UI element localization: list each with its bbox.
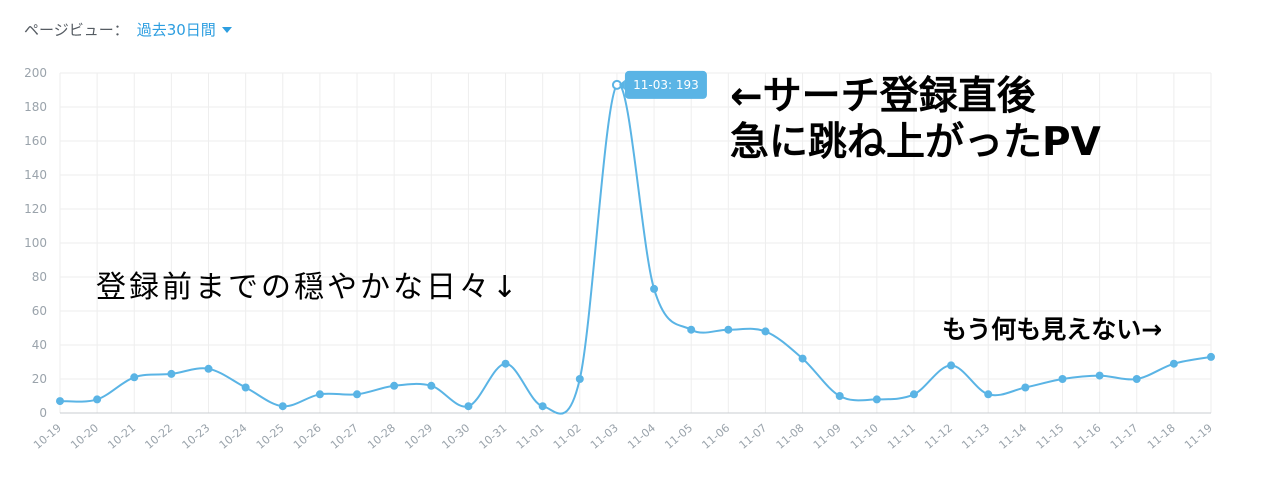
data-point: [427, 381, 436, 390]
x-tick-label: 10-20: [68, 421, 101, 452]
y-tick-label: 120: [24, 202, 47, 216]
x-tick-label: 11-09: [811, 421, 844, 452]
x-tick-label: 11-12: [922, 421, 955, 452]
x-tick-label: 10-24: [217, 421, 250, 452]
data-point: [390, 381, 399, 390]
data-point: [1021, 383, 1030, 392]
data-point: [93, 395, 102, 404]
after-annotation: もう何も見えない→: [942, 315, 1163, 344]
data-point: [1058, 375, 1067, 383]
data-point: [353, 390, 362, 399]
y-tick-label: 20: [32, 372, 47, 386]
x-tick-label: 10-29: [402, 421, 435, 452]
y-tick-label: 100: [24, 236, 47, 250]
x-tick-label: 11-08: [774, 421, 807, 452]
x-tick-label: 11-02: [551, 421, 584, 452]
x-tick-label: 11-05: [662, 421, 695, 452]
x-tick-label: 11-03: [588, 421, 621, 452]
data-point: [724, 325, 733, 334]
y-tick-label: 0: [39, 406, 47, 420]
data-point: [1169, 359, 1178, 368]
x-tick-label: 11-07: [737, 421, 770, 452]
x-tick-label: 10-28: [365, 421, 398, 452]
spike-annotation-line2: 急に跳ね上がったPV: [730, 120, 1101, 165]
data-point: [1095, 371, 1104, 380]
data-point: [835, 392, 844, 400]
x-tick-label: 11-06: [699, 421, 732, 452]
spike-annotation: ←サーチ登録直後 急に跳ね上がったPV: [730, 74, 1101, 166]
data-point: [798, 354, 807, 363]
data-point: [130, 373, 139, 382]
range-dropdown[interactable]: 過去30日間: [137, 19, 232, 40]
pageview-header: ページビュー： 過去30日間: [24, 19, 232, 40]
x-tick-label: 11-19: [1182, 421, 1215, 452]
data-point: [1132, 375, 1141, 383]
data-point: [56, 397, 64, 406]
y-tick-label: 60: [32, 304, 47, 318]
data-point: [278, 402, 287, 411]
data-point: [315, 390, 324, 399]
data-point: [167, 369, 176, 378]
pageview-label: ページビュー：: [24, 21, 129, 39]
x-tick-label: 11-13: [959, 421, 992, 452]
data-point: [241, 383, 250, 392]
x-tick-label: 10-27: [328, 421, 361, 452]
data-point: [687, 325, 696, 334]
y-tick-label: 200: [24, 66, 47, 80]
before-annotation: 登録前までの穏やかな日々↓: [96, 270, 521, 305]
x-tick-label: 10-22: [142, 421, 175, 452]
x-tick-label: 11-14: [996, 421, 1029, 452]
x-tick-label: 11-18: [1145, 421, 1178, 452]
data-point: [872, 395, 881, 404]
x-tick-label: 11-15: [1034, 421, 1067, 452]
data-point: [761, 327, 770, 336]
range-dropdown-label: 過去30日間: [136, 21, 216, 39]
data-point: [464, 402, 473, 411]
data-point: [538, 402, 547, 411]
tooltip-pointer: [618, 79, 625, 90]
x-tick-label: 11-17: [1108, 421, 1141, 452]
x-tick-label: 10-25: [254, 421, 287, 452]
x-tick-label: 11-16: [1071, 421, 1104, 452]
spike-annotation-line1: ←サーチ登録直後: [730, 74, 1036, 119]
y-tick-label: 160: [24, 134, 47, 148]
x-tick-label: 10-23: [180, 421, 213, 452]
y-tick-label: 80: [32, 270, 47, 284]
y-tick-label: 140: [24, 168, 47, 182]
data-point: [984, 390, 993, 399]
data-point: [947, 361, 956, 370]
x-tick-label: 10-19: [31, 421, 64, 452]
data-point: [501, 359, 510, 368]
data-point: [1207, 352, 1215, 361]
x-tick-label: 11-10: [848, 421, 881, 452]
x-tick-label: 11-01: [514, 421, 547, 452]
x-tick-label: 10-21: [105, 421, 138, 452]
x-tick-label: 10-26: [291, 421, 324, 452]
chevron-down-icon: [221, 26, 232, 33]
y-tick-label: 180: [24, 100, 47, 114]
tooltip-box: [624, 70, 707, 99]
x-tick-label: 11-11: [885, 421, 918, 452]
data-point: [204, 364, 213, 373]
x-tick-label: 10-31: [477, 421, 510, 452]
x-tick-label: 10-30: [440, 421, 473, 452]
data-point: [575, 375, 584, 383]
y-tick-label: 40: [32, 338, 47, 352]
data-point: [650, 284, 659, 293]
x-tick-label: 11-04: [625, 421, 658, 452]
tooltip-label: 11-03: 193: [633, 78, 699, 92]
data-point: [909, 390, 918, 399]
